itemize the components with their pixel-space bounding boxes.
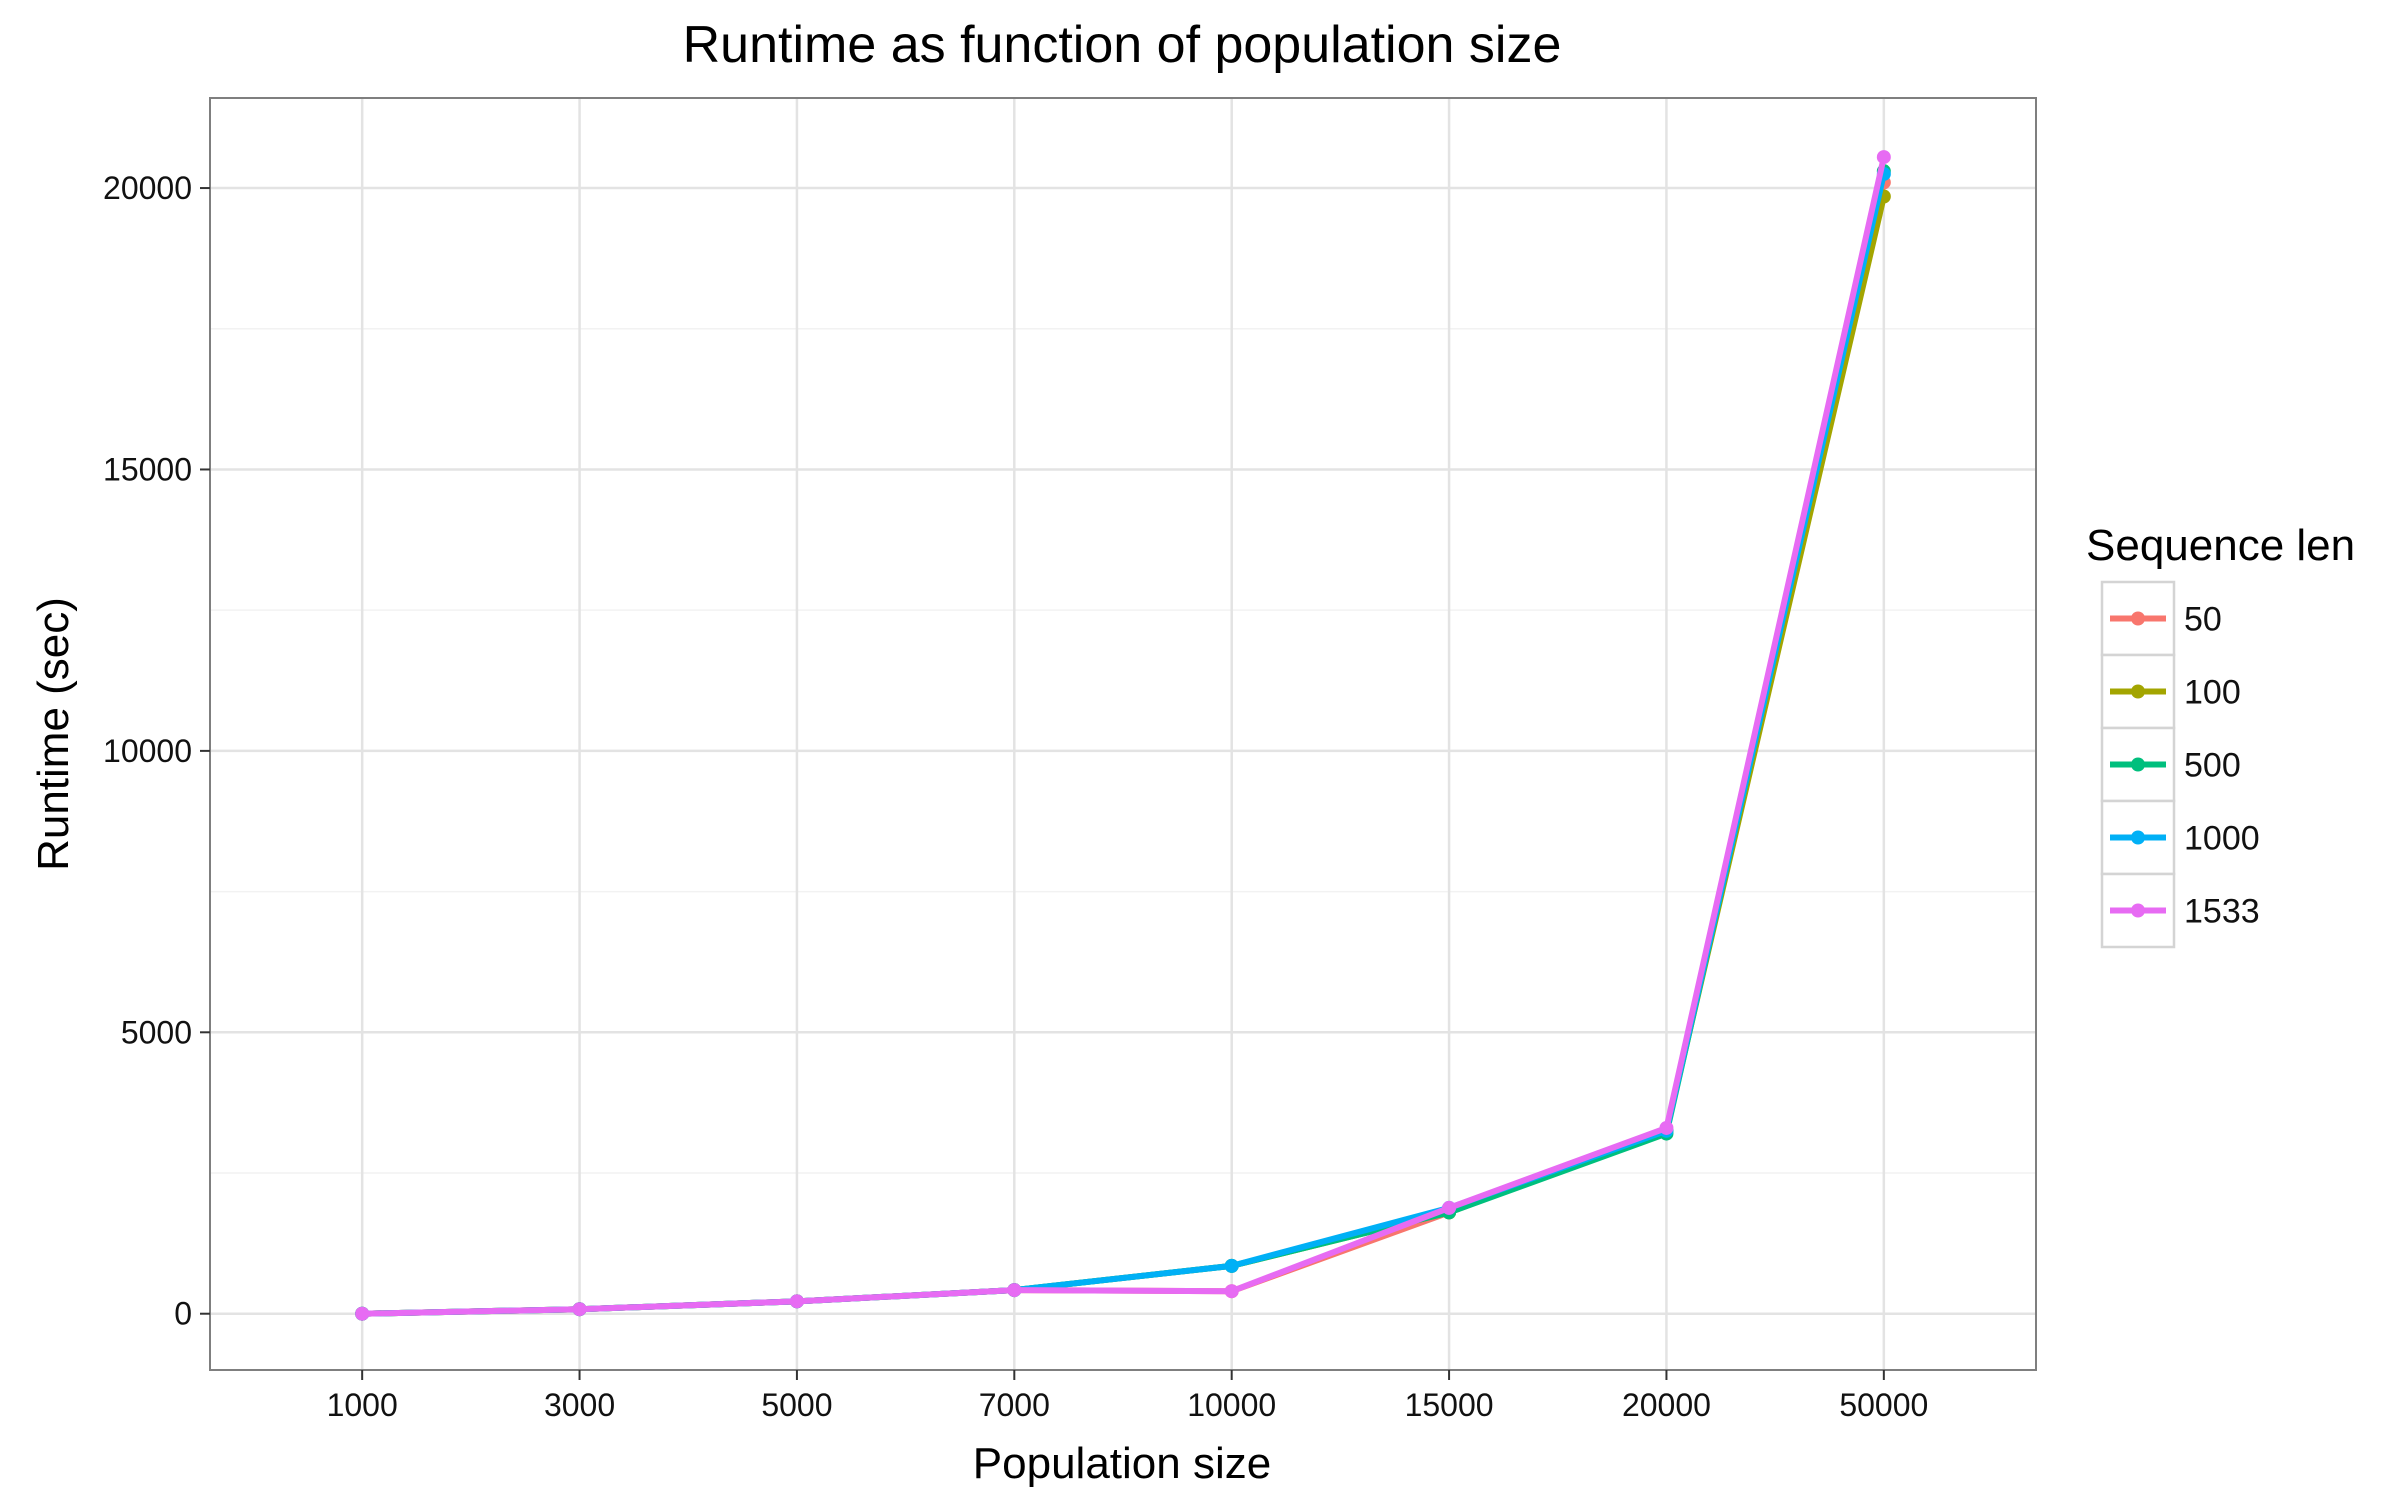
data-point xyxy=(1007,1283,1022,1298)
x-tick-label: 20000 xyxy=(1622,1387,1711,1423)
legend-label: 1000 xyxy=(2184,820,2260,858)
plot-border xyxy=(209,97,2037,1371)
legend-key-point xyxy=(2131,611,2145,626)
data-point xyxy=(355,1306,370,1321)
legend-item-500: 500 xyxy=(2100,726,2241,803)
plot-panel xyxy=(210,98,2036,1370)
x-tick-label: 15000 xyxy=(1405,1387,1494,1423)
legend: Sequence len 50 100 500 1000 1533 xyxy=(2086,521,2355,949)
y-tick-label: 20000 xyxy=(103,170,192,206)
data-point xyxy=(1442,1200,1457,1215)
legend-key-point xyxy=(2131,903,2145,918)
legend-item-1000: 1000 xyxy=(2100,799,2260,876)
y-tick-label: 0 xyxy=(174,1296,192,1332)
data-point xyxy=(572,1302,587,1317)
legend-item-1533: 1533 xyxy=(2100,872,2260,949)
y-tick-label: 10000 xyxy=(103,733,192,769)
data-point xyxy=(1876,150,1891,165)
legend-title: Sequence len xyxy=(2086,521,2355,570)
legend-key-point xyxy=(2131,757,2145,772)
x-axis-ticks: 1000 3000 5000 7000 10000 15000 20000 50000 xyxy=(327,1370,1928,1423)
legend-label: 50 xyxy=(2184,601,2222,639)
legend-label: 500 xyxy=(2184,747,2241,785)
x-tick-label: 10000 xyxy=(1187,1387,1276,1423)
x-tick-label: 5000 xyxy=(761,1387,832,1423)
series-1533 xyxy=(355,150,1891,1321)
x-tick-label: 3000 xyxy=(544,1387,615,1423)
legend-key-point xyxy=(2131,684,2145,699)
legend-item-50: 50 xyxy=(2100,580,2222,657)
y-axis-ticks: 0 5000 10000 15000 20000 xyxy=(103,170,210,1332)
chart-title: Runtime as function of population size xyxy=(683,16,1562,74)
x-tick-label: 1000 xyxy=(327,1387,398,1423)
series-lines xyxy=(355,150,1891,1321)
grid-lines xyxy=(210,98,2036,1370)
legend-items: 50 100 500 1000 1533 xyxy=(2100,580,2260,949)
data-point xyxy=(1659,1120,1674,1135)
y-tick-label: 5000 xyxy=(121,1014,192,1050)
series-line-1533 xyxy=(359,154,1887,1317)
legend-label: 100 xyxy=(2184,674,2241,712)
legend-label: 1533 xyxy=(2184,893,2260,931)
data-point xyxy=(789,1294,804,1309)
x-tick-label: 50000 xyxy=(1839,1387,1928,1423)
y-tick-label: 15000 xyxy=(103,451,192,487)
legend-key-point xyxy=(2131,830,2145,845)
x-tick-label: 7000 xyxy=(979,1387,1050,1423)
data-point xyxy=(1224,1258,1239,1273)
data-point xyxy=(1224,1284,1239,1299)
y-axis-title: Runtime (sec) xyxy=(29,597,78,871)
legend-item-100: 100 xyxy=(2100,653,2241,730)
x-axis-title: Population size xyxy=(973,1439,1271,1488)
